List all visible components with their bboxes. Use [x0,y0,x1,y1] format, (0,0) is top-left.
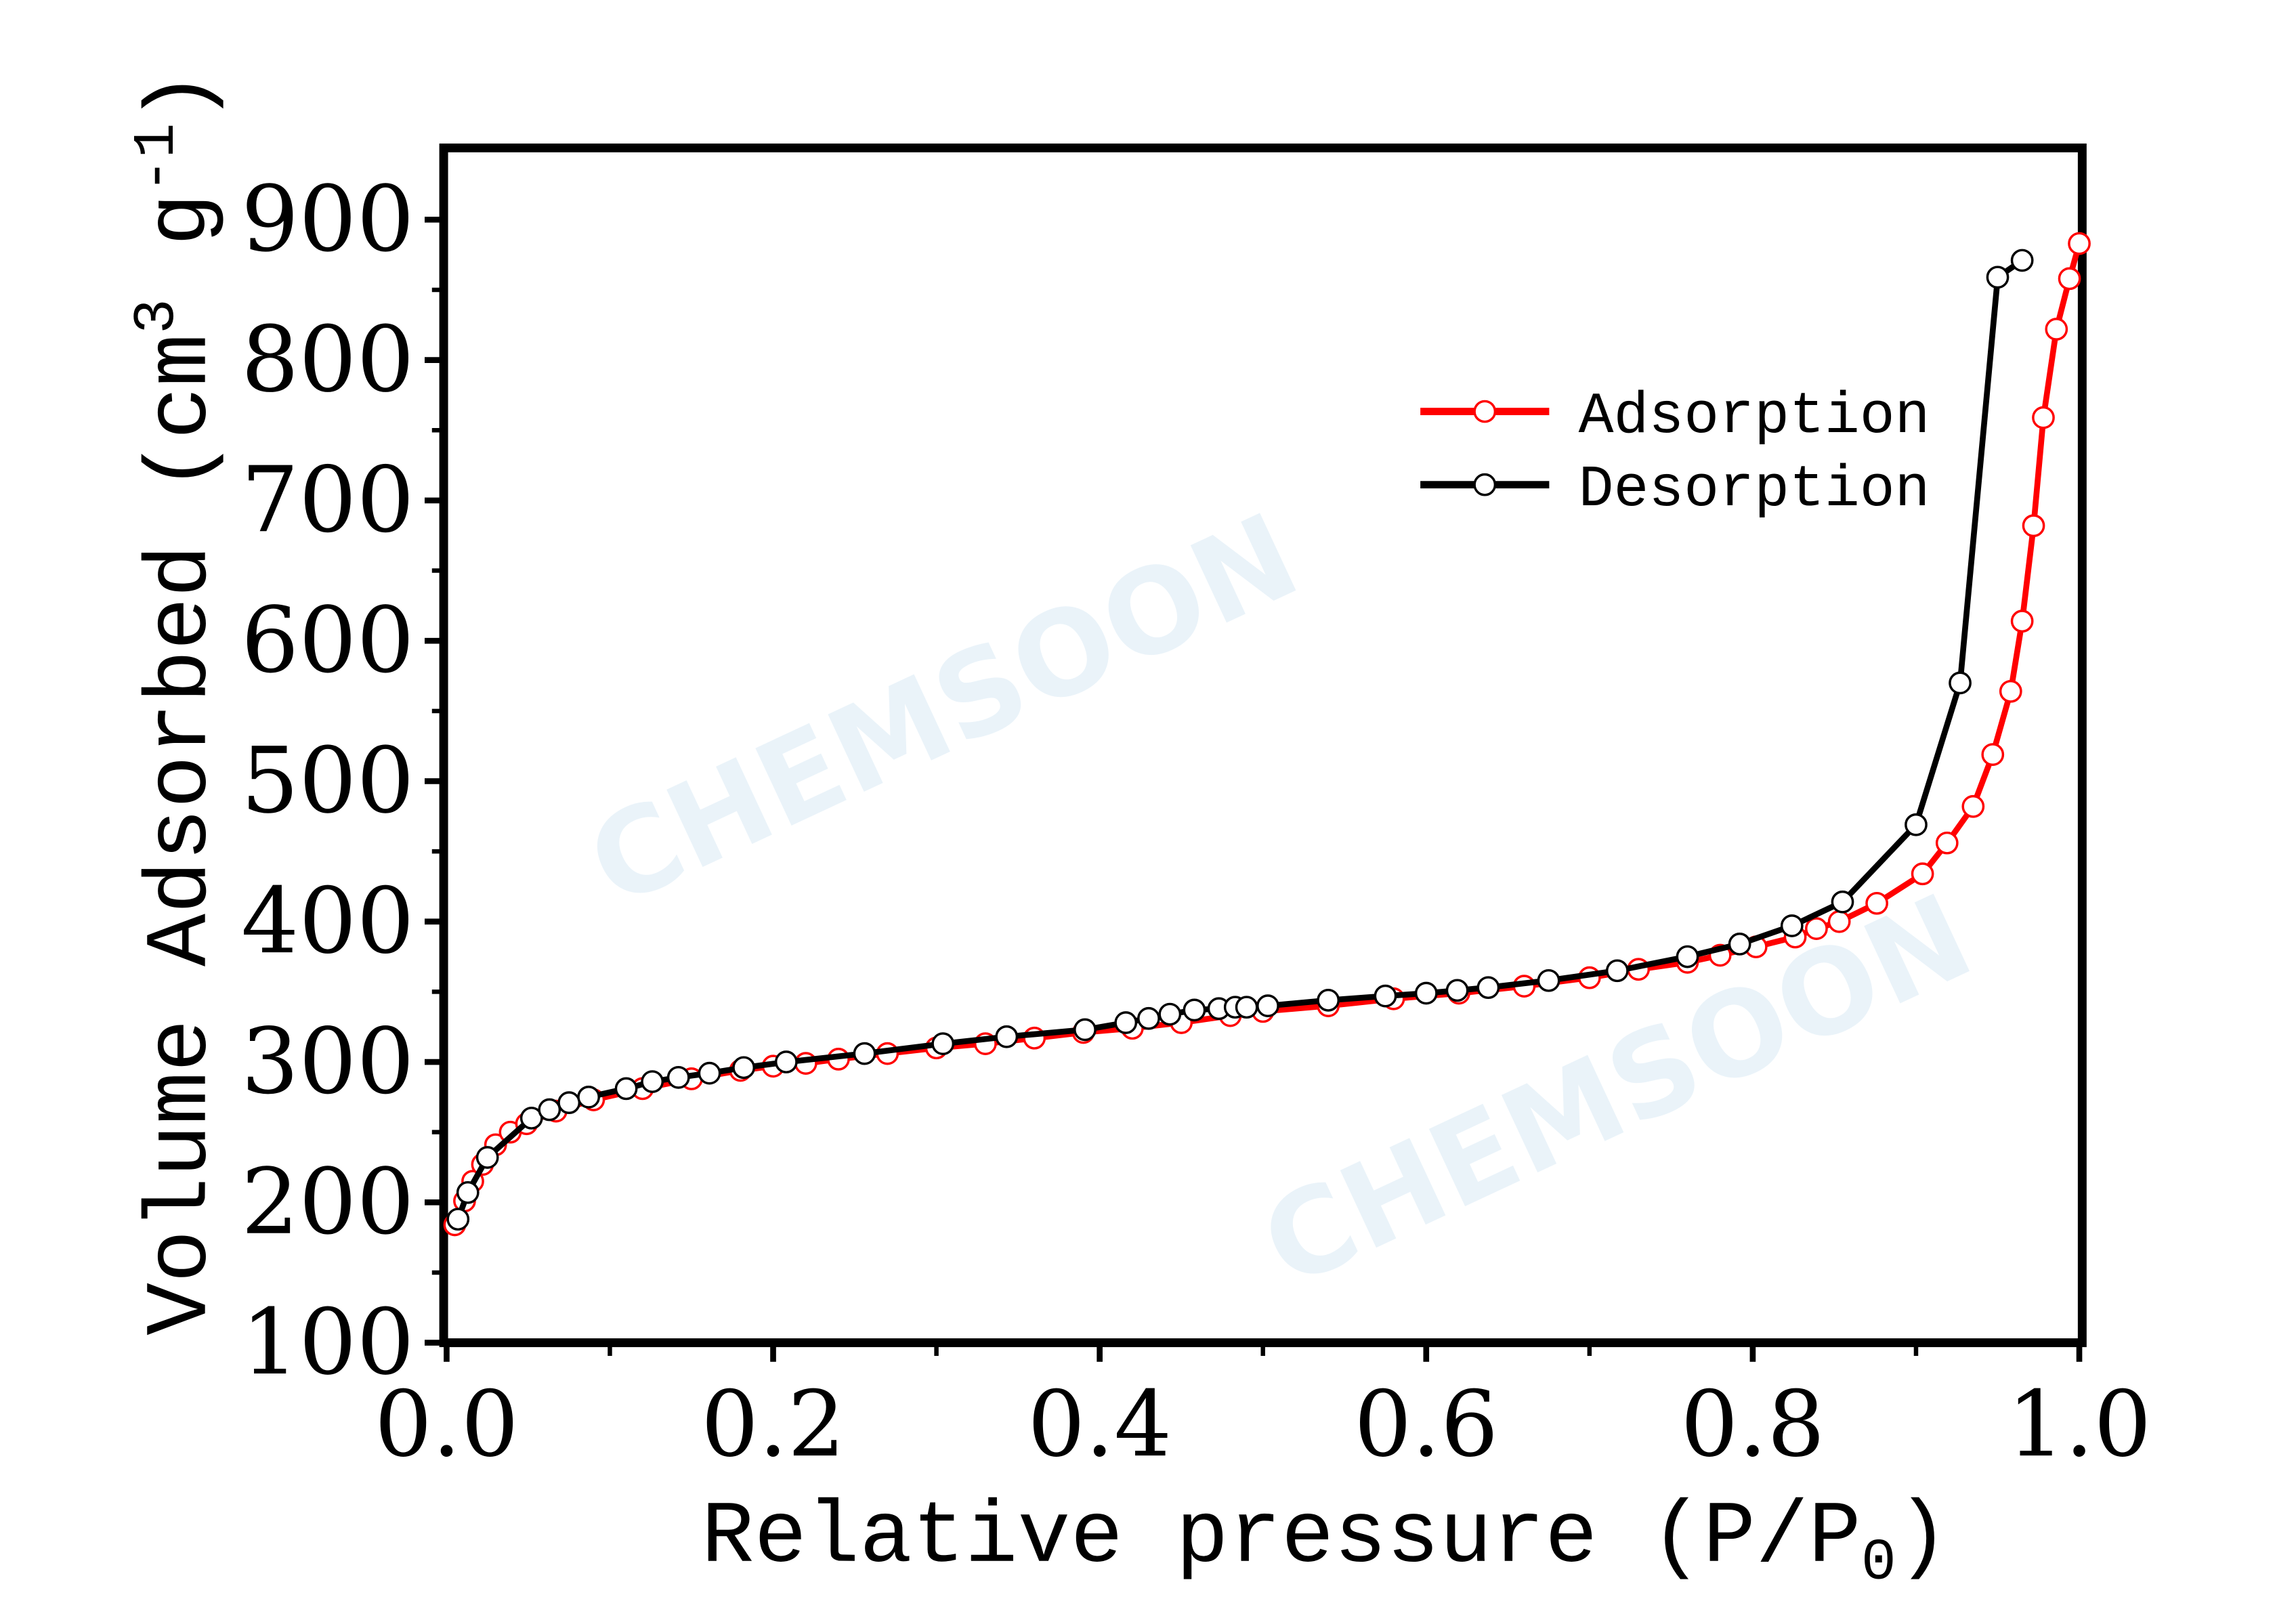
data-point-adsorption [1865,891,1888,915]
y-tick-label: 300 [241,1008,414,1114]
data-point-desorption [446,1208,470,1231]
data-point-desorption [1317,988,1340,1012]
data-point-desorption [1414,981,1438,1005]
watermark-text: CHEMSOON [569,487,1317,933]
y-tick-label: 800 [241,307,414,412]
data-point-adsorption [1805,917,1828,940]
data-point-desorption [456,1180,480,1204]
data-point-desorption [475,1146,499,1169]
data-point-adsorption [1827,910,1851,933]
data-point-adsorption [2068,232,2091,255]
y-tick-label: 600 [241,588,414,694]
data-point-desorption [1183,998,1206,1022]
data-point-desorption [1905,813,1928,836]
data-point-desorption [577,1085,600,1109]
data-point-desorption [1780,914,1804,937]
x-tick-label: 0.6 [1354,1371,1498,1477]
data-point-desorption [2010,249,2034,272]
data-point-desorption [1537,968,1560,992]
legend-label-desorption: Desorption [1579,456,1930,523]
data-point-desorption [1073,1018,1097,1042]
data-point-desorption [1476,976,1500,1000]
data-point-desorption [1256,994,1279,1017]
data-point-adsorption [1961,794,1985,818]
data-point-desorption [1445,979,1469,1002]
data-point-adsorption [2032,406,2055,429]
y-tick-label: 900 [241,167,414,272]
series-layer [443,232,2091,1237]
x-tick-label: 1.0 [2007,1371,2151,1477]
data-point-adsorption [2045,318,2068,341]
data-point-adsorption [2022,514,2045,538]
series-line-desorption [455,257,2024,1220]
legend-marker-adsorption [1473,400,1497,423]
y-axis-title: Volume Adsorbed (cm3 g-1) [124,70,232,1336]
y-tick-label: 100 [241,1289,414,1395]
x-tick-label: 0.2 [701,1371,845,1477]
data-point-desorption [538,1098,561,1122]
data-point-adsorption [2058,267,2081,291]
data-point-desorption [995,1025,1019,1048]
data-point-desorption [931,1032,955,1055]
y-tick-label: 500 [241,728,414,834]
data-point-desorption [698,1061,721,1085]
data-point-desorption [1374,984,1397,1008]
plot-frame [439,143,2087,1348]
y-tick-label: 200 [241,1149,414,1255]
data-point-desorption [1831,890,1854,914]
watermark-text: CHEMSOON [1243,868,1991,1314]
x-tick-label: 0.0 [375,1371,519,1477]
data-point-desorption [1137,1006,1160,1030]
legend: Adsorption Desorption [1420,383,1930,523]
x-tick-label: 0.8 [1680,1371,1825,1477]
x-axis-title: Relative pressure (P/P0) [702,1488,1949,1596]
data-point-desorption [641,1070,664,1093]
data-point-desorption [1605,959,1629,983]
data-point-desorption [557,1091,581,1115]
legend-marker-desorption [1473,473,1497,496]
data-point-desorption [614,1077,638,1101]
data-point-desorption [1235,996,1258,1019]
data-point-desorption [1728,933,1751,956]
legend-label-adsorption: Adsorption [1579,383,1930,450]
data-point-desorption [1676,945,1699,968]
data-point-adsorption [2010,610,2034,633]
y-tick-label: 700 [241,447,414,553]
data-point-desorption [1986,265,2010,289]
axes: 0.0 0.2 0.4 0.6 0.8 1.0 100 200 300 400 500 600 700 8… [241,143,2152,1477]
data-point-adsorption [1981,743,2005,766]
data-point-desorption [774,1050,798,1073]
x-tick-label: 0.4 [1027,1371,1172,1477]
data-point-adsorption [1911,862,1934,886]
data-point-desorption [666,1065,690,1089]
data-point-desorption [853,1042,876,1065]
y-tick-label: 400 [241,868,414,974]
data-point-desorption [1114,1011,1138,1034]
data-point-adsorption [1935,831,1959,855]
data-point-desorption [1949,671,1972,695]
data-point-desorption [1158,1002,1182,1026]
data-point-adsorption [1999,679,2022,703]
data-point-desorption [732,1056,756,1080]
